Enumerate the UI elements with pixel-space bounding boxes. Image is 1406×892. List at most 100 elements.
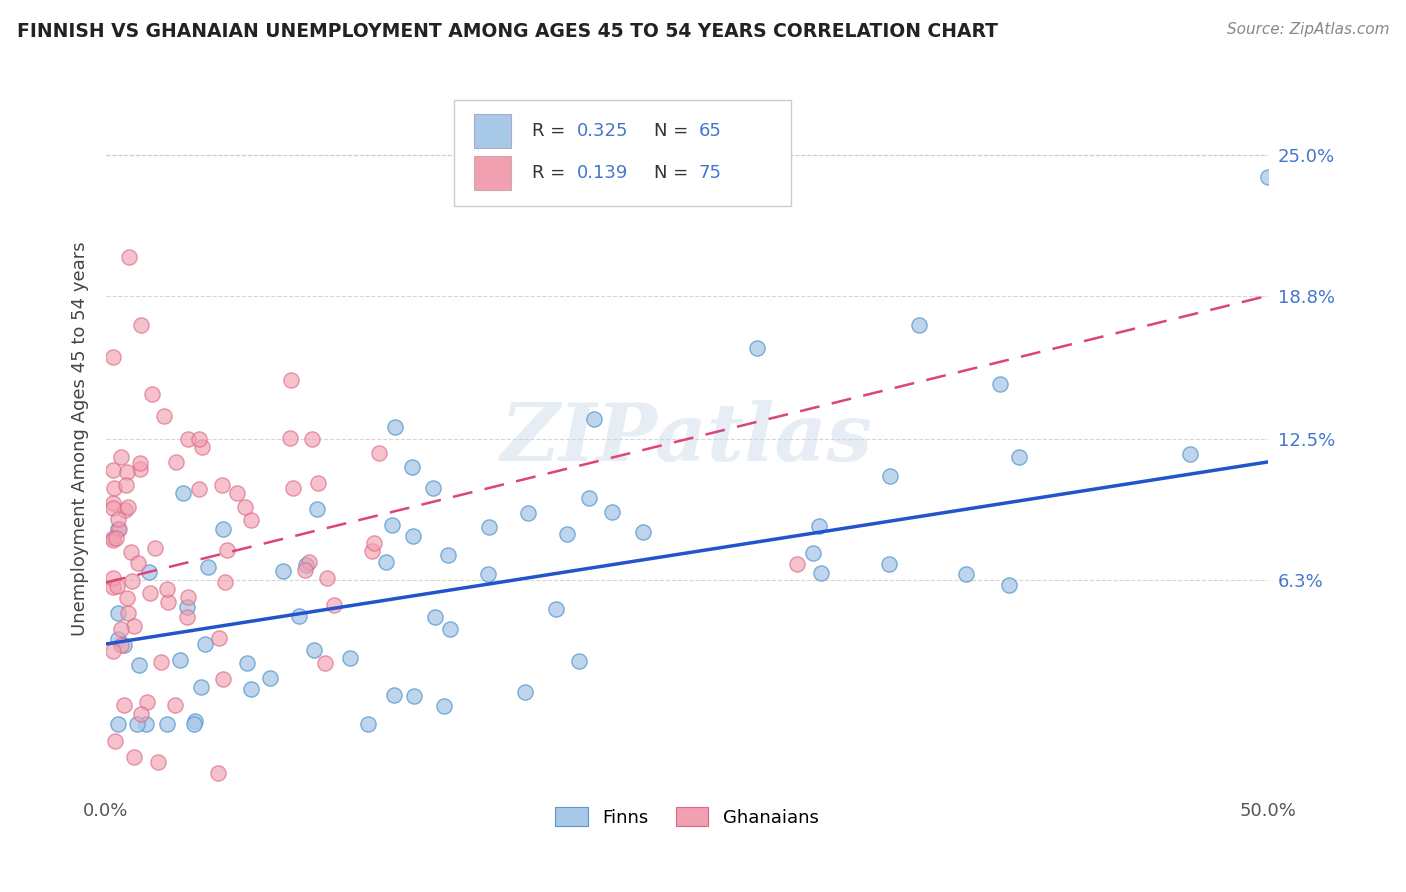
Point bbox=[117, 606, 139, 620]
Point bbox=[280, 373, 302, 387]
Point bbox=[118, 250, 141, 264]
Point bbox=[307, 475, 329, 490]
Text: Source: ZipAtlas.com: Source: ZipAtlas.com bbox=[1226, 22, 1389, 37]
Point bbox=[115, 465, 138, 479]
Text: 65: 65 bbox=[699, 122, 721, 140]
Point bbox=[568, 654, 591, 668]
Point bbox=[114, 503, 136, 517]
FancyBboxPatch shape bbox=[474, 156, 512, 190]
Point bbox=[197, 560, 219, 574]
Point bbox=[301, 433, 323, 447]
Point bbox=[803, 546, 825, 560]
Point bbox=[998, 578, 1021, 592]
Point bbox=[176, 600, 198, 615]
Point bbox=[425, 610, 447, 624]
Point bbox=[578, 491, 600, 506]
Point bbox=[745, 341, 768, 355]
FancyBboxPatch shape bbox=[454, 101, 792, 206]
Point bbox=[105, 579, 128, 593]
Point bbox=[307, 501, 329, 516]
Point bbox=[127, 556, 149, 570]
Point bbox=[125, 716, 148, 731]
Point bbox=[165, 455, 187, 469]
Point bbox=[117, 591, 139, 606]
Point bbox=[101, 496, 124, 510]
Point bbox=[163, 698, 186, 713]
Point bbox=[115, 477, 138, 491]
Point bbox=[183, 716, 205, 731]
Point bbox=[363, 536, 385, 550]
Point bbox=[184, 714, 207, 729]
Text: 0.139: 0.139 bbox=[576, 164, 628, 182]
Point bbox=[156, 716, 179, 731]
Point bbox=[477, 566, 499, 581]
Point bbox=[120, 545, 142, 559]
Point bbox=[877, 558, 900, 572]
Point bbox=[117, 500, 139, 514]
Point bbox=[150, 655, 173, 669]
Point bbox=[786, 557, 808, 571]
Point bbox=[294, 563, 316, 577]
Legend: Finns, Ghanaians: Finns, Ghanaians bbox=[548, 800, 825, 834]
Point bbox=[104, 531, 127, 545]
Point bbox=[516, 506, 538, 520]
Text: 75: 75 bbox=[699, 164, 721, 182]
Point bbox=[138, 565, 160, 579]
Point bbox=[121, 574, 143, 588]
Point bbox=[101, 463, 124, 477]
Point bbox=[1180, 447, 1202, 461]
Point bbox=[402, 689, 425, 703]
Point bbox=[177, 432, 200, 446]
Point bbox=[143, 541, 166, 555]
Point bbox=[433, 698, 456, 713]
Point bbox=[278, 431, 301, 445]
Point bbox=[271, 564, 294, 578]
Text: R =: R = bbox=[533, 122, 571, 140]
Point bbox=[101, 644, 124, 658]
Point bbox=[107, 716, 129, 731]
Point bbox=[187, 432, 209, 446]
Point bbox=[515, 684, 537, 698]
Point bbox=[131, 707, 153, 722]
Point bbox=[190, 680, 212, 694]
Point bbox=[367, 446, 389, 460]
Point bbox=[104, 733, 127, 747]
Point bbox=[217, 542, 239, 557]
Point bbox=[190, 440, 212, 454]
Point bbox=[107, 523, 129, 537]
Point bbox=[908, 318, 931, 333]
Point bbox=[1008, 450, 1031, 464]
Point bbox=[402, 529, 425, 543]
Text: R =: R = bbox=[533, 164, 571, 182]
Point bbox=[240, 682, 263, 697]
Point bbox=[314, 656, 336, 670]
Point bbox=[177, 590, 200, 604]
Point bbox=[101, 500, 124, 515]
Point bbox=[322, 598, 344, 612]
Point bbox=[107, 512, 129, 526]
Point bbox=[207, 765, 229, 780]
Point bbox=[146, 755, 169, 769]
Y-axis label: Unemployment Among Ages 45 to 54 years: Unemployment Among Ages 45 to 54 years bbox=[72, 242, 89, 637]
Text: 0.325: 0.325 bbox=[576, 122, 628, 140]
Point bbox=[384, 420, 406, 434]
Point bbox=[122, 619, 145, 633]
Point bbox=[546, 602, 568, 616]
Point bbox=[112, 698, 135, 713]
Point bbox=[101, 350, 124, 364]
Point bbox=[136, 695, 159, 709]
Point bbox=[281, 481, 304, 495]
Point bbox=[375, 555, 398, 569]
Point bbox=[128, 657, 150, 672]
Point bbox=[807, 519, 830, 533]
Point bbox=[422, 481, 444, 495]
Text: N =: N = bbox=[654, 122, 695, 140]
Point bbox=[107, 607, 129, 621]
Point bbox=[156, 595, 179, 609]
Point bbox=[153, 409, 176, 424]
Point bbox=[240, 513, 263, 527]
Point bbox=[212, 522, 235, 536]
Point bbox=[382, 689, 405, 703]
Point bbox=[582, 411, 605, 425]
Point bbox=[555, 527, 578, 541]
